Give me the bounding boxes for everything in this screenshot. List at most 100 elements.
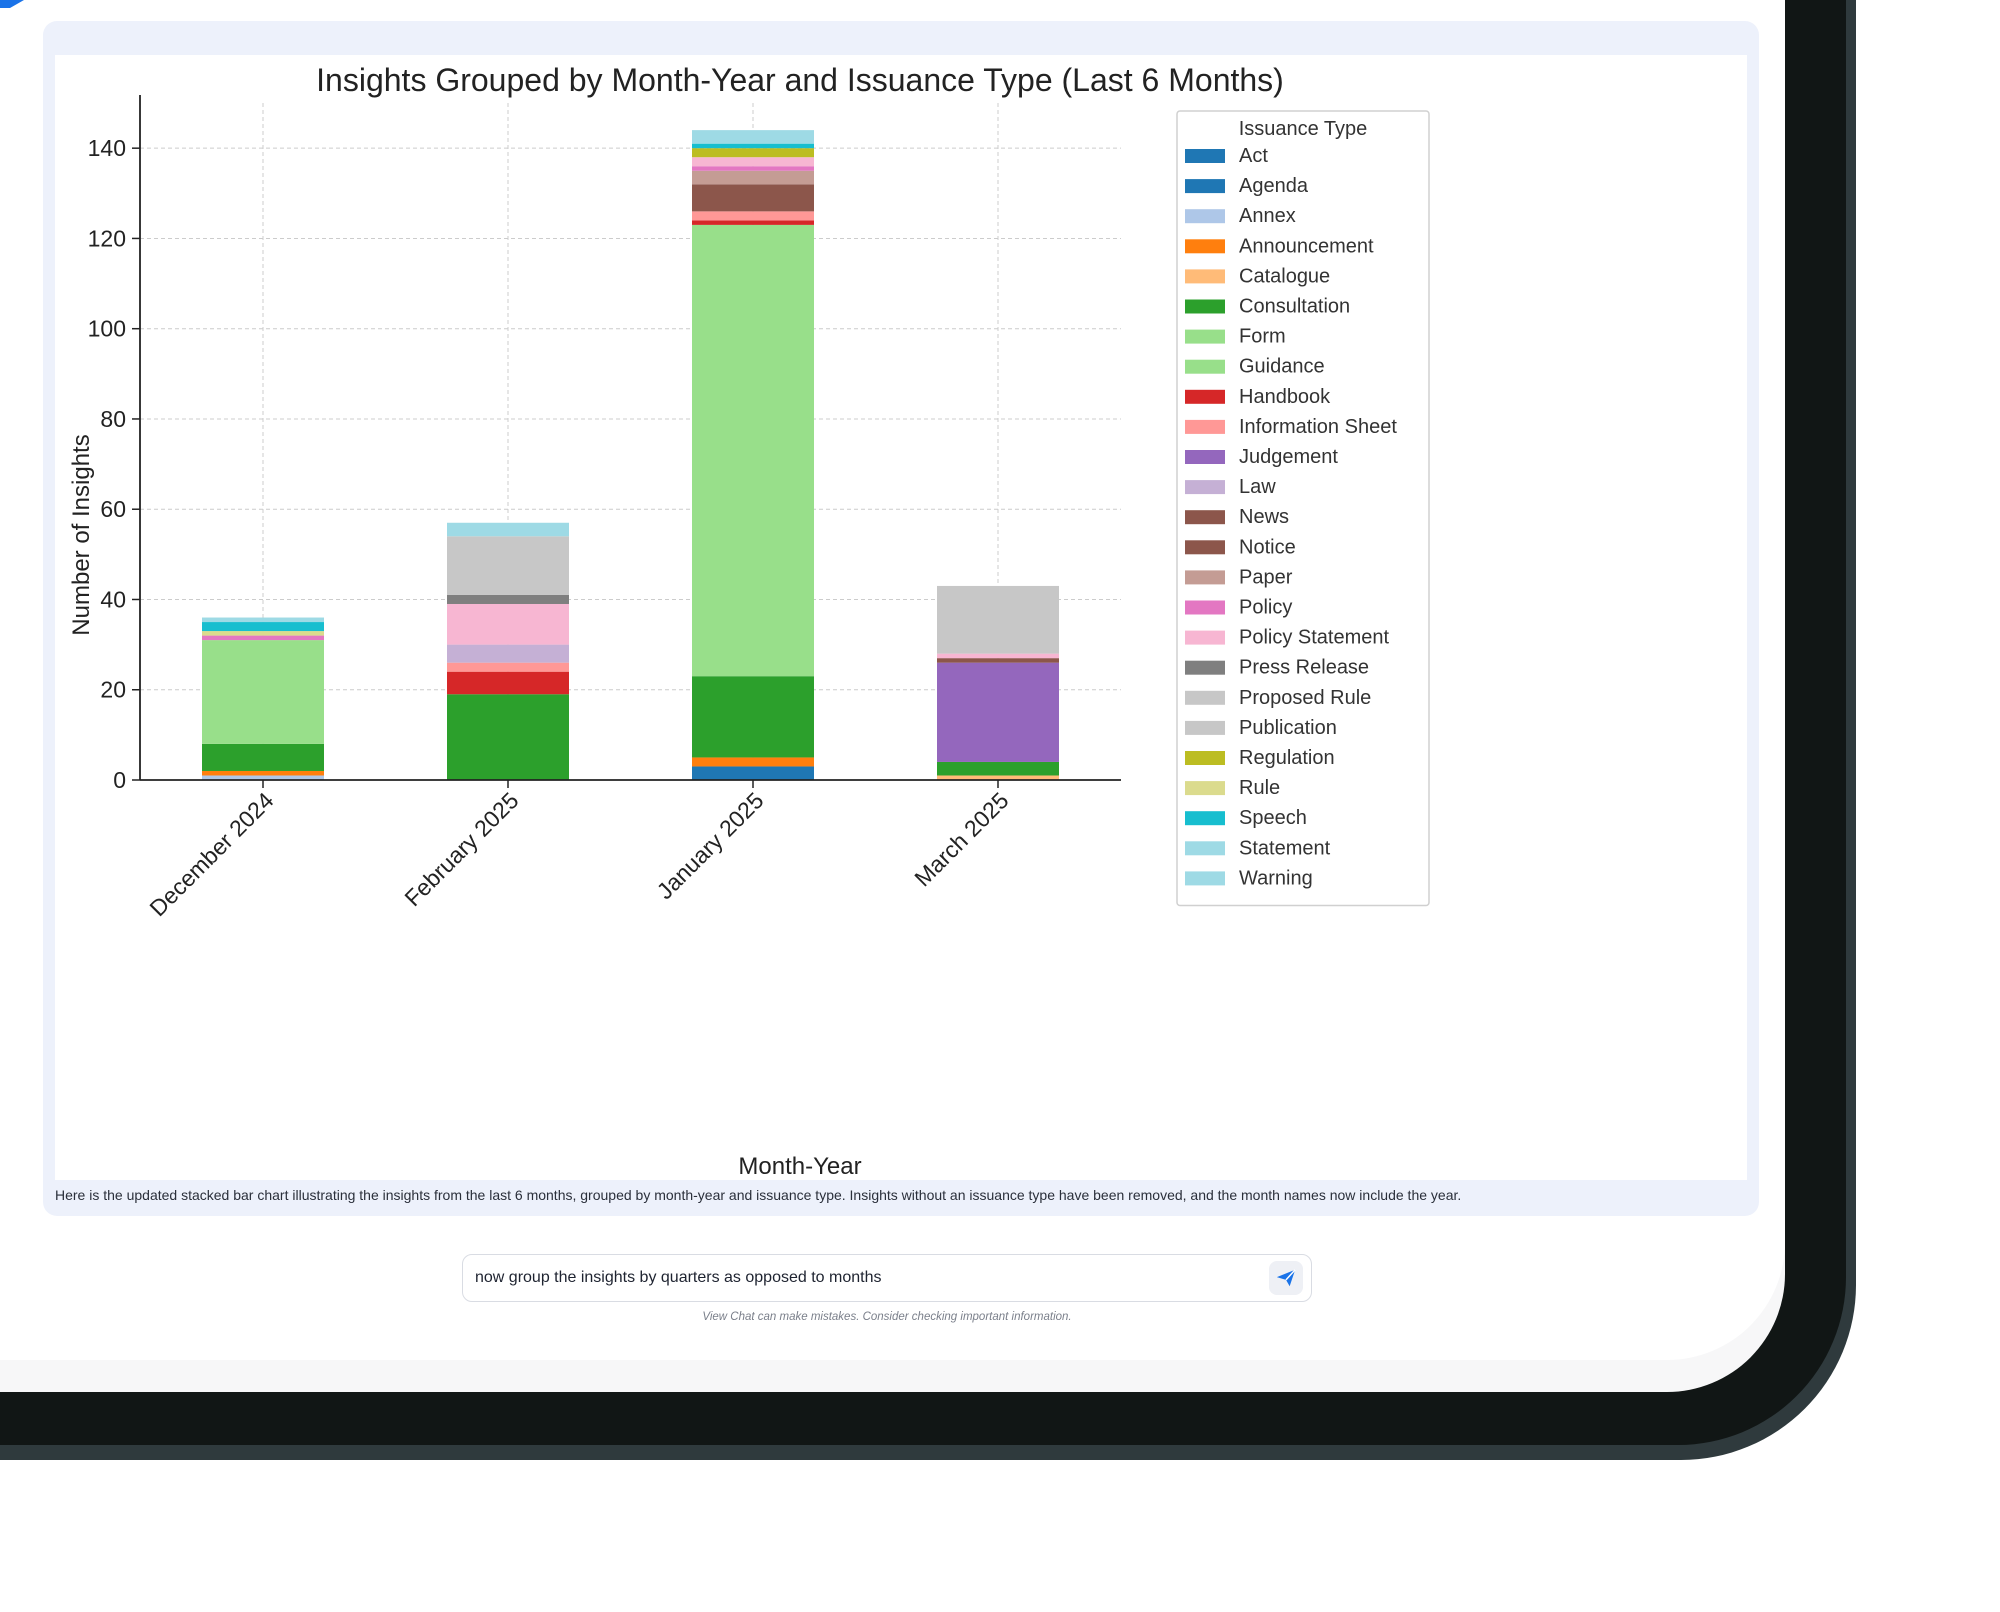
bar-segment-consultation: [447, 694, 569, 780]
legend-swatch: [1185, 239, 1225, 254]
legend-swatch: [1185, 600, 1225, 615]
legend-swatch: [1185, 751, 1225, 765]
device-screen: 0 20 40 60 80 100 120 140 December 2024 February …: [0, 0, 1785, 1392]
bar-segment-proposed-rule: [937, 585, 1059, 654]
y-tick-label: 40: [100, 586, 126, 612]
stacked-bar-chart: 0 20 40 60 80 100 120 140 December 2024 February …: [68, 62, 1430, 1180]
legend-box: [1176, 110, 1430, 907]
legend-item-label: Notice: [1239, 536, 1296, 558]
legend-item-label: Agenda: [1239, 175, 1309, 197]
legend-swatch: [1185, 329, 1225, 344]
legend-swatch: [1185, 690, 1225, 705]
chart-title: Insights Grouped by Month-Year and Issua…: [316, 62, 1284, 98]
x-tick-label: February 2025: [399, 787, 523, 911]
bar-segment-policy: [692, 166, 814, 171]
y-tick-label: 100: [88, 316, 126, 342]
legend-swatch: [1185, 149, 1225, 163]
legend-swatch: [1185, 179, 1225, 194]
bar-segment-guidance: [202, 640, 324, 744]
legend-swatch: [1185, 720, 1225, 735]
y-tick-label: 0: [113, 767, 126, 793]
send-button[interactable]: [1269, 1261, 1303, 1295]
legend-item-label: Act: [1239, 145, 1268, 167]
bar-segment-notice: [937, 658, 1059, 663]
legend-item-label: Handbook: [1239, 386, 1331, 408]
send-icon: [1276, 1269, 1296, 1287]
prompt-input[interactable]: [475, 1255, 1235, 1300]
bar-segment-rule: [202, 631, 324, 636]
x-tick-label: December 2024: [144, 787, 278, 921]
legend-item-label: Policy Statement: [1239, 627, 1390, 649]
bar-segment-law: [447, 644, 569, 663]
legend-item-label: Warning: [1239, 867, 1313, 889]
y-tick-label: 80: [100, 406, 126, 432]
chart-caption: Here is the updated stacked bar chart il…: [55, 1187, 1462, 1203]
chart-image: 0 20 40 60 80 100 120 140 December 2024 February …: [55, 55, 1747, 1180]
chat-view: 0 20 40 60 80 100 120 140 December 2024 February …: [43, 21, 1759, 1323]
legend-item-label: News: [1239, 506, 1289, 528]
bar-segment-policy-statement: [447, 603, 569, 645]
bar-segment-notice: [692, 184, 814, 212]
legend-swatch: [1185, 419, 1225, 434]
legend-swatch: [1185, 510, 1225, 525]
y-axis-label: Number of Insights: [68, 434, 95, 635]
bar-segment-policy: [202, 635, 324, 641]
legend-item-label: Rule: [1239, 777, 1280, 799]
bar-segment-policy-statement: [937, 653, 1059, 659]
bar-segment-announcement: [202, 770, 324, 776]
disclaimer-text: View Chat can make mistakes. Consider ch…: [702, 1311, 1072, 1323]
legend-swatch: [1185, 209, 1225, 224]
legend-item-label: Announcement: [1239, 235, 1374, 257]
legend-item-label: Press Release: [1239, 657, 1369, 679]
legend-item-label: Proposed Rule: [1239, 687, 1371, 709]
legend-swatch: [1185, 450, 1225, 464]
bar-segment-act: [692, 766, 814, 780]
legend-item-label: Publication: [1239, 717, 1337, 739]
legend-item-label: Law: [1239, 476, 1276, 498]
legend-swatch: [1185, 811, 1225, 826]
legend-item-label: Regulation: [1239, 747, 1335, 769]
bar-segment-annex: [202, 775, 324, 780]
legend-swatch: [1185, 630, 1225, 645]
x-tick-label: March 2025: [909, 787, 1013, 891]
prompt-bar: [462, 1254, 1312, 1302]
bar-segment-consultation: [202, 743, 324, 771]
legend-item-label: Consultation: [1239, 296, 1350, 318]
legend-swatch: [1185, 389, 1225, 404]
bar-segment-speech: [692, 143, 814, 149]
legend-swatch: [1185, 359, 1225, 374]
legend-item-label: Speech: [1239, 807, 1307, 829]
bar-segment-press-release: [447, 594, 569, 604]
legend-item-label: Catalogue: [1239, 265, 1330, 287]
bar-segment-regulation: [692, 148, 814, 158]
bar-segment-speech: [202, 622, 324, 632]
x-axis-label: Month-Year: [738, 1153, 861, 1180]
bar-segment-information-sheet: [692, 211, 814, 221]
bar-segment-warning: [692, 130, 814, 144]
y-tick-label: 20: [100, 677, 126, 703]
bar-segment-handbook: [447, 671, 569, 695]
bar-segment-consultation: [692, 676, 814, 758]
bar-segment-paper: [692, 170, 814, 185]
legend-item-label: Information Sheet: [1239, 416, 1397, 438]
bar-segment-catalogue: [937, 775, 1059, 780]
legend-swatch: [1185, 781, 1225, 796]
legend-item-label: Policy: [1239, 597, 1292, 619]
legend-swatch: [1185, 299, 1225, 314]
bar-segment-warning: [202, 617, 324, 623]
legend-item-label: Statement: [1239, 837, 1331, 859]
legend-swatch: [1185, 269, 1225, 284]
bar-segment-policy-statement: [692, 157, 814, 167]
bar-segment-consultation: [937, 761, 1059, 776]
legend-swatch: [1185, 540, 1225, 555]
legend-title: Issuance Type: [1239, 118, 1368, 140]
bar-segment-judgement: [937, 662, 1059, 762]
legend-item-label: Paper: [1239, 566, 1293, 588]
legend-item-label: Guidance: [1239, 356, 1325, 378]
bar-segment-proposed-rule: [447, 536, 569, 595]
legend-swatch: [1185, 570, 1225, 585]
app-logo-icon: [0, 0, 24, 8]
bar-segment-statement: [447, 522, 569, 537]
y-tick-label: 120: [88, 225, 126, 251]
legend-swatch: [1185, 841, 1225, 856]
